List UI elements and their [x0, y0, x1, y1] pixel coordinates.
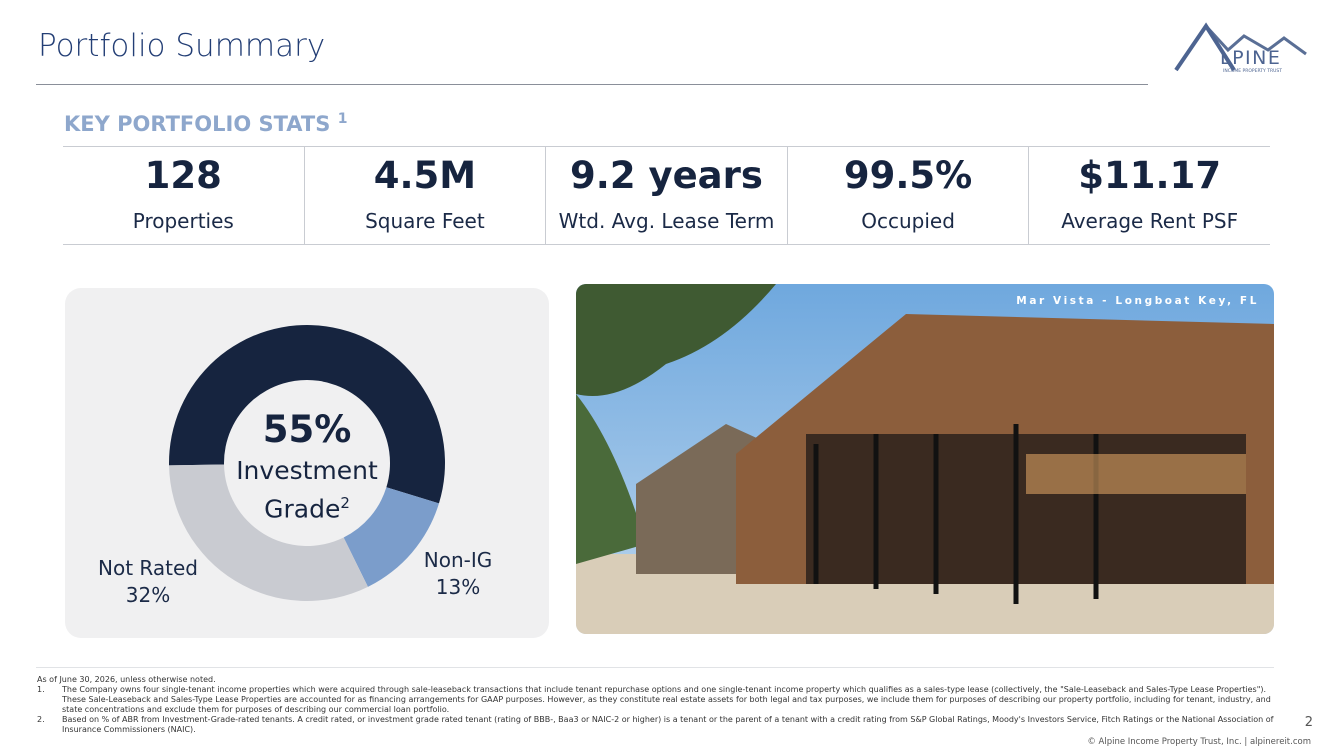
stat-label: Occupied: [861, 209, 955, 233]
stat: 4.5M Square Feet: [303, 147, 546, 244]
stat-value: 128: [144, 154, 222, 197]
donut-center: 55% Investment Grade2: [232, 406, 382, 525]
segment-label: Non-IG 13%: [388, 547, 528, 601]
category-note: 2: [340, 494, 350, 512]
logo-name: LPINE: [1220, 47, 1281, 69]
stat: 9.2 years Wtd. Avg. Lease Term: [545, 147, 787, 244]
slide-title: Portfolio Summary: [38, 28, 326, 64]
footnote: 2. Based on % of ABR from Investment-Grad…: [37, 715, 1287, 735]
logo: A LPINE INCOME PROPERTY TRUST: [1174, 22, 1307, 74]
segment-name: Non-IG: [423, 548, 493, 572]
footnotes: As of June 30, 2026, unless otherwise no…: [37, 675, 1287, 735]
footnote-marker: 1.: [37, 685, 45, 694]
center-category: Investment Grade2: [232, 454, 382, 525]
stats-row: 128 Properties 4.5M Square Feet 9.2 years Wtd…: [63, 146, 1270, 245]
segment-label: Not Rated 32%: [78, 555, 218, 609]
donut-segment: [169, 325, 445, 504]
center-category-text: Investment Grade: [236, 456, 378, 524]
page-number: 2: [1304, 715, 1313, 730]
copyright: © Alpine Income Property Trust, Inc. | a…: [1087, 737, 1311, 747]
stat-value: 99.5%: [843, 154, 973, 197]
donut-segment: [169, 464, 368, 601]
stat-label: Square Feet: [365, 209, 485, 233]
heading-note: 1: [337, 111, 348, 127]
footnote-text: Based on % of ABR from Investment-Grade-…: [62, 715, 1274, 734]
footnote-text: The Company owns four single-tenant inco…: [62, 685, 1271, 714]
stat: $11.17 Average Rent PSF: [1028, 147, 1270, 244]
stats-heading: KEY PORTFOLIO STATS 1: [64, 111, 347, 136]
logo-tagline: INCOME PROPERTY TRUST: [1223, 68, 1282, 74]
stat-label: Properties: [132, 209, 234, 233]
center-value: 55%: [262, 408, 352, 451]
footnote-intro: As of June 30, 2026, unless otherwise no…: [37, 675, 216, 684]
donut-chart: [169, 325, 445, 601]
footnote-rule: [36, 667, 1274, 668]
segment-value: 13%: [435, 575, 481, 599]
footnote-marker: 2.: [37, 715, 45, 724]
stat-label: Wtd. Avg. Lease Term: [558, 209, 775, 233]
donut-segment: [343, 487, 439, 587]
stat-value: 4.5M: [373, 154, 477, 197]
photo-caption: Mar Vista - Longboat Key, FL: [1016, 295, 1259, 307]
stat-value: 9.2 years: [570, 154, 763, 197]
stat: 99.5% Occupied: [786, 147, 1029, 244]
stat: 128 Properties: [63, 147, 304, 244]
footnote: 1. The Company owns four single-tenant in…: [37, 685, 1287, 715]
segment-name: Not Rated: [98, 556, 198, 580]
stat-value: $11.17: [1078, 154, 1222, 197]
segment-value: 32%: [125, 583, 171, 607]
heading-text: KEY PORTFOLIO STATS: [64, 112, 331, 136]
logo-a: [1174, 22, 1236, 72]
property-photo: [576, 284, 1274, 634]
title-rule: [36, 84, 1148, 85]
stat-label: Average Rent PSF: [1061, 209, 1239, 233]
